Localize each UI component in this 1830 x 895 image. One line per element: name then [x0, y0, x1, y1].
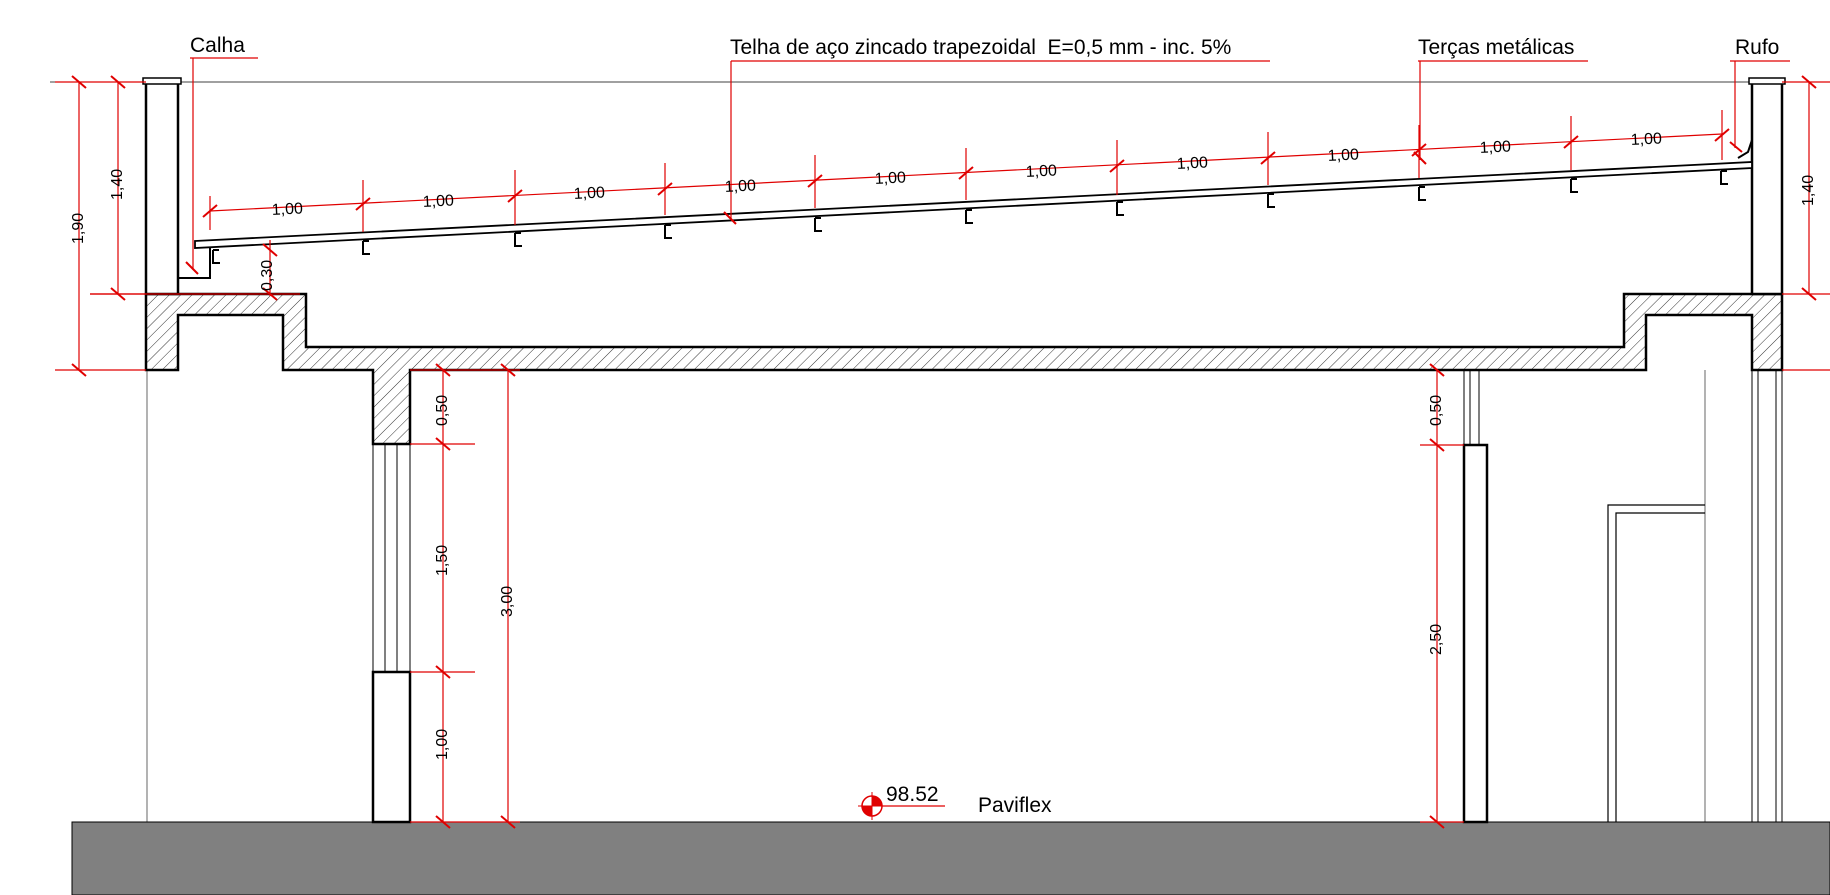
- purlins: [212, 170, 1728, 264]
- gutter: [177, 215, 211, 279]
- right-parapet: [1750, 80, 1784, 296]
- purlin-spacing-label: 1,00: [1025, 162, 1057, 181]
- concrete-slab-section: [144, 292, 1784, 446]
- dim-ceiling-height: 3,00: [499, 586, 516, 617]
- level-marker-icon: [858, 792, 886, 820]
- callout-purlins: Terças metálicas: [1418, 36, 1574, 59]
- dim-left-parapet-height: 1,40: [109, 169, 126, 200]
- dim-left-total-height: 1,90: [70, 213, 87, 244]
- purlin-spacing-label: 1,00: [874, 169, 906, 188]
- callout-roof-tile: Telha de aço zincado trapezoidal E=0,5 m…: [730, 36, 1231, 59]
- purlin-spacing-label: 1,00: [1327, 146, 1359, 165]
- callout-gutter: Calha: [190, 34, 245, 57]
- purlin-spacing-label: 1,00: [1630, 130, 1662, 149]
- dimension-ticks: [71, 75, 1817, 829]
- purlin-spacing-label: 1,00: [422, 192, 454, 211]
- dim-right-beam: 0,50: [1428, 395, 1445, 426]
- left-column-window: [371, 444, 412, 824]
- roof-sheet: [194, 161, 1753, 249]
- purlin-spacing-label: 1,00: [271, 200, 303, 219]
- floor-level-value: 98.52: [886, 783, 939, 806]
- right-column: [1462, 370, 1489, 824]
- dim-right-opening: 2,50: [1428, 624, 1445, 655]
- floor-finish-label: Paviflex: [978, 794, 1052, 817]
- dim-gutter-depth: 0,30: [259, 260, 276, 291]
- flashing: [1737, 139, 1753, 159]
- purlin-spacing-label: 1,00: [573, 184, 605, 203]
- dim-left-beam: 0,50: [434, 395, 451, 426]
- ground-slab: [71, 821, 1830, 895]
- purlin-spacing-label: 1,00: [1479, 138, 1511, 157]
- dim-left-window: 1,50: [434, 545, 451, 576]
- purlin-spacing-label: 1,00: [724, 177, 756, 196]
- purlin-spacing-label: 1,00: [1176, 154, 1208, 173]
- dim-left-sill: 1,00: [434, 729, 451, 760]
- dim-right-parapet-height: 1,40: [1800, 175, 1817, 206]
- callout-flashing: Rufo: [1735, 36, 1779, 59]
- left-parapet: [144, 80, 180, 296]
- door-frame: [1607, 504, 1705, 822]
